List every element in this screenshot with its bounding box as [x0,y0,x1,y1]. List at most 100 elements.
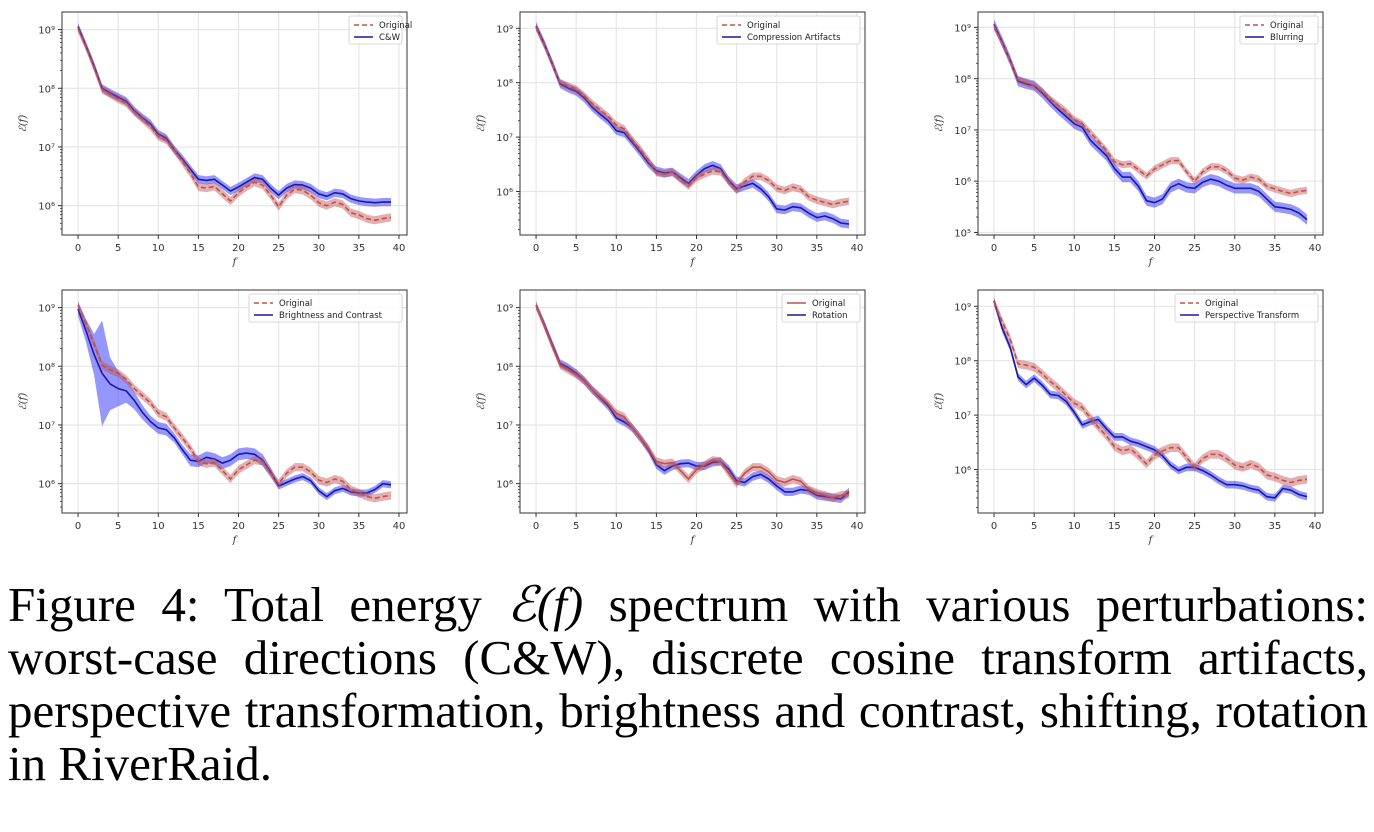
legend-original-label: Original [1205,299,1238,309]
y-tick-label: 10⁶ [954,177,971,188]
perturbed-confidence-band [536,21,849,229]
x-tick-label: 10 [1068,243,1081,254]
x-tick-label: 35 [352,243,365,254]
x-axis-label: f [690,257,697,268]
y-tick-label: 10⁶ [496,480,513,491]
x-tick-label: 35 [1268,521,1281,532]
x-axis-label: f [1148,257,1155,268]
y-tick-label: 10⁹ [954,302,971,313]
y-tick-label: 10⁶ [954,465,971,476]
x-tick-label: 25 [1188,521,1201,532]
legend: Original Brightness and Contrast [248,293,403,323]
x-tick-label: 20 [690,521,703,532]
legend-original-label: Original [812,299,845,309]
x-tick-label: 25 [272,521,285,532]
x-tick-label: 35 [810,243,823,254]
y-tick-label: 10⁸ [954,75,971,86]
caption-prefix: Figure 4: Total energy [8,577,508,632]
chart-panel-5: 0 5 10 15 20 25 30 35 40 10⁶ 10⁷ 10⁸ 10⁹ f ℰ(f) Origina… [476,289,866,546]
x-tick-label: 20 [690,243,703,254]
axes-frame [519,289,866,514]
original-series-line [535,304,850,499]
x-tick-label: 25 [1188,243,1201,254]
x-tick-label: 40 [851,521,864,532]
perturbed-series-line [993,300,1308,499]
y-tick-label: 10⁵ [954,228,971,239]
original-series-line [993,26,1308,195]
chart-panel-4: 0 5 10 15 20 25 30 35 40 10⁶ 10⁷ 10⁸ 10⁹ f ℰ(f) Origina… [18,289,408,546]
x-tick-label: 20 [232,243,245,254]
y-tick-label: 10⁶ [38,480,55,491]
x-tick-label: 5 [573,243,579,254]
perturbed-confidence-band [994,19,1307,225]
original-confidence-band [536,301,849,502]
x-tick-label: 35 [810,521,823,532]
axes-frame [61,289,408,514]
x-tick-label: 30 [770,521,783,532]
x-tick-label: 5 [1031,521,1037,532]
y-axis-label: ℰ(f) [476,115,487,133]
axes-frame [519,11,866,236]
chart-panel-3: 0 5 10 15 20 25 30 35 40 10⁵ 10⁶ 10⁷ 10⁸ 10⁹ f ℰ(f) Orig… [934,11,1324,268]
figure-grid: 0 5 10 15 20 25 30 35 40 10⁶ 10⁷ 10⁸ 10⁹ f ℰ(f) Origina… [18,11,1324,546]
x-tick-label: 25 [272,243,285,254]
x-tick-label: 0 [75,243,81,254]
y-tick-label: 10⁸ [38,362,55,373]
x-tick-label: 20 [232,521,245,532]
legend-box [248,293,403,323]
x-tick-label: 0 [991,243,997,254]
legend-perturbed-label: Brightness and Contrast [279,311,383,321]
y-tick-label: 10⁶ [38,202,55,213]
y-tick-label: 10⁷ [954,126,971,137]
legend-perturbed-label: C&W [379,33,401,43]
original-confidence-band [994,22,1307,198]
y-tick-label: 10⁹ [496,304,513,315]
axes-frame [977,11,1324,236]
legend: Original C&W [348,15,412,45]
perturbed-series-line [77,308,392,498]
x-tick-label: 15 [1108,243,1121,254]
legend-perturbed-label: Rotation [812,311,848,321]
legend-original-label: Original [379,21,412,31]
y-tick-label: 10⁸ [954,357,971,368]
y-axis-label: ℰ(f) [934,393,945,411]
y-tick-label: 10⁷ [954,411,971,422]
perturbed-confidence-band [536,301,849,503]
perturbed-series-line [993,23,1308,221]
x-tick-label: 10 [610,521,623,532]
legend: Original Compression Artifacts [716,15,861,45]
x-tick-label: 30 [770,243,783,254]
axes-frame [977,289,1324,514]
chart-panel-6: 0 5 10 15 20 25 30 35 40 10⁶ 10⁷ 10⁸ 10⁹ f ℰ(f) Origina… [934,289,1324,546]
x-tick-label: 10 [1068,521,1081,532]
x-tick-label: 20 [1148,521,1161,532]
axes-frame [61,11,408,236]
legend-perturbed-label: Perspective Transform [1205,311,1299,321]
perturbed-confidence-band [78,22,391,207]
x-tick-label: 40 [1309,521,1322,532]
original-series-line [77,304,392,500]
legend-perturbed-label: Compression Artifacts [747,33,841,43]
x-tick-label: 30 [1228,243,1241,254]
x-tick-label: 40 [851,243,864,254]
x-tick-label: 0 [533,521,539,532]
x-axis-label: f [232,535,239,546]
x-axis-label: f [232,257,239,268]
y-tick-label: 10⁹ [496,24,513,35]
y-tick-label: 10⁹ [38,304,55,315]
y-axis-label: ℰ(f) [18,115,29,133]
y-tick-label: 10⁸ [496,79,513,90]
x-tick-label: 35 [1268,243,1281,254]
x-tick-label: 0 [75,521,81,532]
caption-suffix: spectrum with various perturbations: wor… [8,577,1368,791]
legend: Original Perspective Transform [1174,293,1319,323]
x-tick-label: 40 [393,521,406,532]
x-tick-label: 30 [312,243,325,254]
y-tick-label: 10⁷ [496,133,513,144]
y-tick-label: 10⁹ [38,26,55,37]
x-tick-label: 10 [152,521,165,532]
y-tick-label: 10⁸ [38,84,55,95]
x-tick-label: 10 [610,243,623,254]
x-tick-label: 10 [152,243,165,254]
legend-box [716,15,861,45]
